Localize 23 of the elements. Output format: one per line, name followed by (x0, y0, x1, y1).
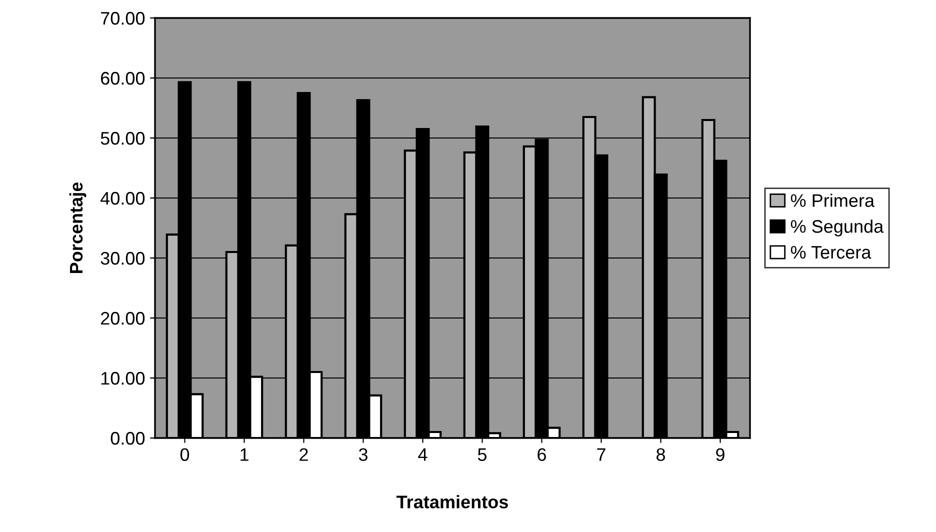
y-tick-label: 50.00 (100, 132, 145, 145)
y-tick-label: 30.00 (100, 252, 145, 265)
legend-label: % Segunda (790, 220, 884, 236)
x-tick-label: 9 (716, 448, 724, 461)
y-tick-label: 40.00 (100, 192, 145, 205)
y-tick-label: 10.00 (101, 372, 145, 385)
x-axis-title: Tratamientos (396, 495, 508, 508)
y-tick-label: 0.00 (110, 432, 145, 445)
x-tick-label: 5 (478, 448, 487, 461)
legend-label: % Tercera (790, 246, 872, 259)
y-tick-label: 20.00 (101, 312, 145, 325)
y-tick-label: 60.00 (101, 72, 145, 85)
x-tick-label: 0 (180, 448, 190, 461)
x-tick-label: 3 (358, 448, 368, 461)
x-tick-label: 7 (597, 448, 606, 461)
x-tick-label: 6 (538, 448, 546, 461)
legend-label: % Primera (790, 194, 875, 207)
x-tick-label: 1 (240, 448, 248, 461)
x-tick-label: 4 (418, 448, 428, 461)
y-axis-title: Porcentaje (69, 182, 86, 273)
x-tick-label: 8 (656, 448, 665, 461)
y-tick-label: 70.00 (101, 12, 145, 25)
x-tick-label: 2 (300, 448, 308, 461)
